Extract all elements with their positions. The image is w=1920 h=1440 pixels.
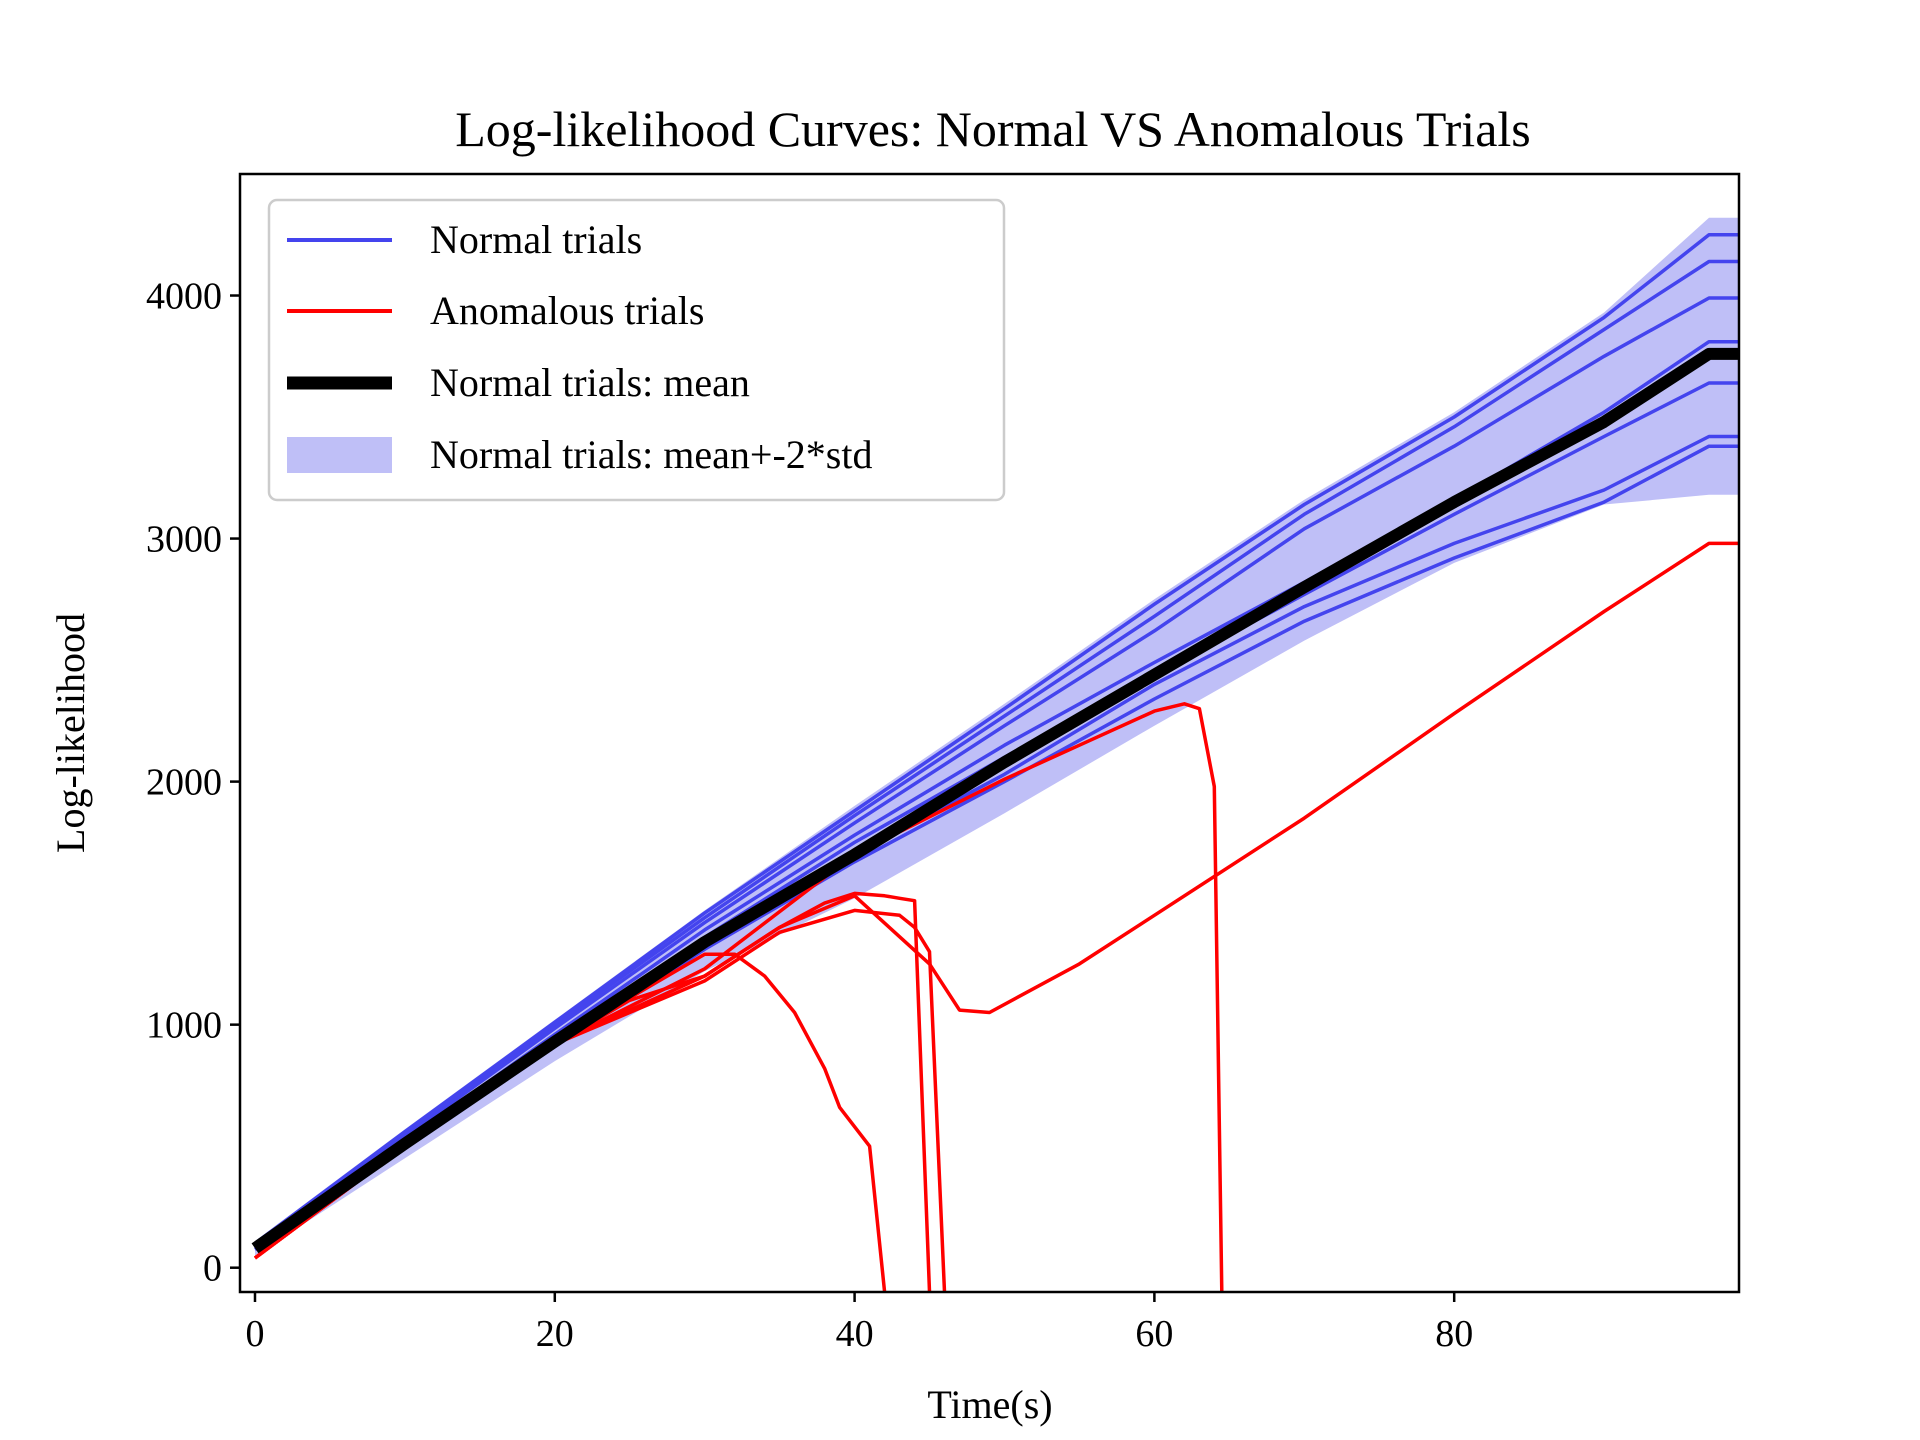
mean-line <box>251 347 1739 1254</box>
plot-area <box>251 217 1739 1292</box>
anomalous-trial-line-2 <box>253 891 932 1292</box>
legend-label-mean: Normal trials: mean <box>430 360 750 405</box>
x-tick-label: 20 <box>536 1313 574 1355</box>
legend: Normal trials Anomalous trials Normal tr… <box>267 198 1006 502</box>
normal-trial-line-2 <box>253 259 1739 1245</box>
legend-swatch-band <box>287 437 392 473</box>
x-tick-label: 0 <box>245 1313 264 1355</box>
anomalous-trial-line-1 <box>253 952 887 1292</box>
x-axis-ticks: 0 20 40 60 80 <box>245 1292 1473 1355</box>
legend-box <box>267 198 1006 502</box>
y-tick-label: 4000 <box>146 276 222 318</box>
y-tick-label: 2000 <box>146 762 222 804</box>
anomalous-trial-line-4 <box>253 541 1739 1260</box>
legend-label-anomalous: Anomalous trials <box>430 288 704 333</box>
x-tick-label: 60 <box>1135 1313 1173 1355</box>
y-tick-label: 1000 <box>146 1005 222 1047</box>
y-axis-label: Log-likelihood <box>48 613 93 853</box>
y-axis-ticks: 0 1000 2000 3000 4000 <box>146 276 240 1290</box>
normal-trial-line-7 <box>254 444 1739 1251</box>
x-axis-label: Time(s) <box>927 1382 1052 1427</box>
normal-trial-line-3 <box>253 296 1739 1247</box>
legend-label-normal: Normal trials <box>430 217 642 262</box>
normal-trial-line-6 <box>254 434 1739 1250</box>
x-tick-label: 40 <box>836 1313 874 1355</box>
anomalous-trial-line-3 <box>253 908 947 1292</box>
chart-title: Log-likelihood Curves: Normal VS Anomalo… <box>455 101 1531 157</box>
y-tick-label: 0 <box>203 1248 222 1290</box>
legend-label-band: Normal trials: mean+-2*std <box>430 432 872 477</box>
anomalous-trial-line-5 <box>253 702 1224 1292</box>
mean-series-layer <box>251 347 1739 1254</box>
plot-frame <box>238 172 1741 1294</box>
x-tick-label: 80 <box>1435 1313 1473 1355</box>
anomalous-series-layer <box>253 541 1739 1292</box>
y-tick-label: 3000 <box>146 519 222 561</box>
normal-trial-line-1 <box>253 233 1739 1245</box>
